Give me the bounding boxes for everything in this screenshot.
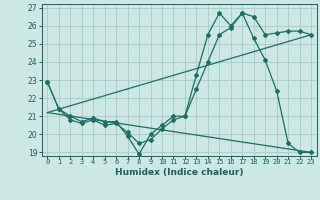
X-axis label: Humidex (Indice chaleur): Humidex (Indice chaleur)	[115, 168, 244, 177]
